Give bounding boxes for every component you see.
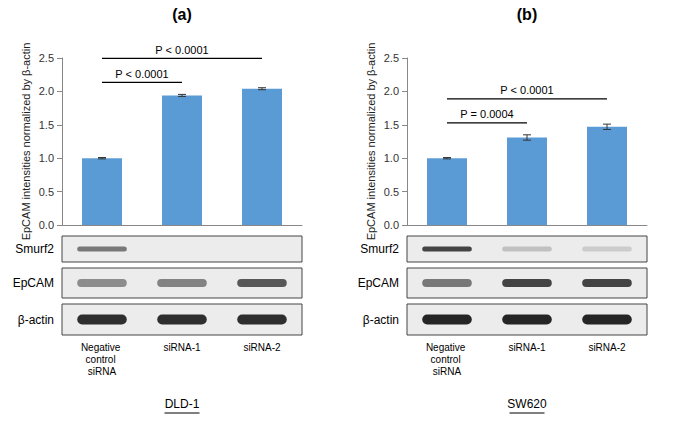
svg-text:siRNA: siRNA bbox=[433, 366, 462, 377]
svg-text:2.5: 2.5 bbox=[384, 52, 399, 64]
svg-text:(b): (b) bbox=[517, 6, 537, 23]
svg-text:siRNA-1: siRNA-1 bbox=[508, 342, 546, 353]
svg-text:0.0: 0.0 bbox=[384, 219, 399, 231]
svg-text:P < 0.0001: P < 0.0001 bbox=[155, 44, 208, 56]
svg-text:1.0: 1.0 bbox=[39, 152, 54, 164]
svg-text:0.0: 0.0 bbox=[39, 219, 54, 231]
svg-text:siRNA: siRNA bbox=[88, 366, 117, 377]
svg-text:0.5: 0.5 bbox=[39, 186, 54, 198]
svg-text:EpCAM intensities normalized b: EpCAM intensities normalized by β-actin bbox=[365, 43, 377, 241]
svg-text:siRNA-2: siRNA-2 bbox=[243, 342, 281, 353]
svg-text:control: control bbox=[431, 354, 464, 365]
svg-text:Smurf2: Smurf2 bbox=[360, 242, 399, 256]
svg-text:siRNA-2: siRNA-2 bbox=[588, 342, 626, 353]
svg-text:(a): (a) bbox=[172, 6, 192, 23]
svg-text:EpCAM: EpCAM bbox=[358, 276, 399, 290]
svg-text:control: control bbox=[86, 354, 119, 365]
svg-text:DLD-1: DLD-1 bbox=[165, 397, 200, 411]
svg-text:1.5: 1.5 bbox=[384, 119, 399, 131]
svg-text:P < 0.0001: P < 0.0001 bbox=[115, 68, 168, 80]
svg-text:EpCAM intensities normalized b: EpCAM intensities normalized by β-actin bbox=[20, 43, 32, 241]
svg-text:1.0: 1.0 bbox=[384, 152, 399, 164]
svg-text:2.5: 2.5 bbox=[39, 52, 54, 64]
svg-text:Smurf2: Smurf2 bbox=[15, 242, 54, 256]
svg-text:P = 0.0004: P = 0.0004 bbox=[460, 108, 513, 120]
svg-text:2.0: 2.0 bbox=[39, 85, 54, 97]
svg-text:1.5: 1.5 bbox=[39, 119, 54, 131]
svg-text:β-actin: β-actin bbox=[363, 313, 399, 327]
svg-text:SW620: SW620 bbox=[507, 397, 547, 411]
svg-text:Negative: Negative bbox=[426, 342, 468, 353]
svg-text:EpCAM: EpCAM bbox=[13, 276, 54, 290]
svg-text:Negative: Negative bbox=[81, 342, 123, 353]
svg-text:siRNA-1: siRNA-1 bbox=[163, 342, 201, 353]
svg-text:β-actin: β-actin bbox=[18, 313, 54, 327]
svg-text:P < 0.0001: P < 0.0001 bbox=[500, 84, 553, 96]
svg-text:0.5: 0.5 bbox=[384, 186, 399, 198]
svg-text:2.0: 2.0 bbox=[384, 85, 399, 97]
